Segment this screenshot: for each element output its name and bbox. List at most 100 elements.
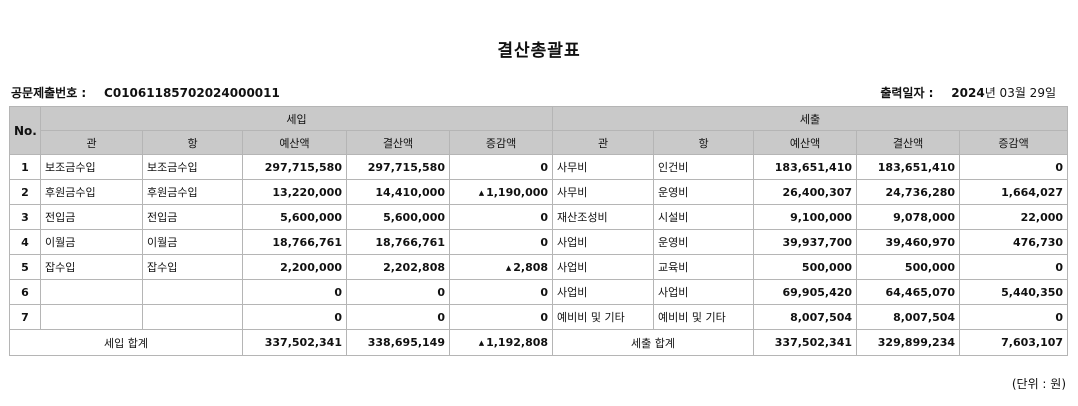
in-settled: 0 xyxy=(346,279,450,305)
expense-total-budget: 337,502,341 xyxy=(753,329,858,356)
in-diff-value: 0 xyxy=(540,160,549,174)
in-budget: 297,715,580 xyxy=(242,154,347,180)
income-total-diff: ▲ 1,192,808 xyxy=(448,329,554,356)
header-expense: 세출 xyxy=(552,106,1069,131)
ex-hang: 예비비 및 기타 xyxy=(653,304,755,330)
table-row: 2 후원금수입 후원금수입 13,220,000 14,410,000 ▲ 1,1… xyxy=(9,179,1069,205)
row-no: 6 xyxy=(9,279,41,305)
print-date-year: 2024 xyxy=(951,86,985,100)
in-settled: 14,410,000 xyxy=(346,179,450,205)
ex-budget: 9,100,000 xyxy=(753,204,858,230)
print-date-rest: 년 03월 29일 xyxy=(984,86,1056,100)
in-gwan: 이월금 xyxy=(40,229,143,255)
ex-gwan: 예비비 및 기타 xyxy=(552,304,655,330)
print-date: 출력일자 : 2024년 03월 29일 xyxy=(880,84,1056,101)
in-hang: 후원금수입 xyxy=(142,179,243,205)
ex-budget: 183,651,410 xyxy=(753,154,858,180)
row-no: 1 xyxy=(9,154,41,180)
income-total-label: 세입 합계 xyxy=(9,329,243,356)
ex-hang: 사업비 xyxy=(653,279,755,305)
header-ex-settled: 결산액 xyxy=(856,130,961,155)
in-budget: 0 xyxy=(242,279,347,305)
table-row: 5 잡수입 잡수입 2,200,000 2,202,808 ▲ 2,808 사업비… xyxy=(9,254,1069,280)
in-diff: ▲ 1,190,000 xyxy=(448,179,554,205)
in-budget: 0 xyxy=(242,304,347,330)
header-ex-gwan: 관 xyxy=(552,130,655,155)
ex-settled: 183,651,410 xyxy=(856,154,961,180)
ex-budget: 39,937,700 xyxy=(753,229,858,255)
ex-budget: 69,905,420 xyxy=(753,279,858,305)
in-settled: 297,715,580 xyxy=(346,154,450,180)
in-gwan xyxy=(40,304,143,330)
totals-row: 세입 합계 337,502,341 338,695,149 ▲ 1,192,808… xyxy=(9,329,1069,356)
ex-diff: 0 xyxy=(959,254,1069,280)
in-budget: 13,220,000 xyxy=(242,179,347,205)
ex-budget: 500,000 xyxy=(753,254,858,280)
ex-hang: 운영비 xyxy=(653,179,755,205)
header-in-gwan: 관 xyxy=(40,130,143,155)
expense-total-settled: 329,899,234 xyxy=(856,329,961,356)
in-gwan xyxy=(40,279,143,305)
ex-hang: 교육비 xyxy=(653,254,755,280)
header-ex-budget: 예산액 xyxy=(753,130,858,155)
ex-diff: 5,440,350 xyxy=(959,279,1069,305)
ex-hang: 운영비 xyxy=(653,229,755,255)
income-total-diff-value: 1,192,808 xyxy=(486,336,549,349)
doc-number-value: C01061185702024000011 xyxy=(104,86,280,100)
ex-gwan: 사무비 xyxy=(552,154,655,180)
expense-total-label: 세출 합계 xyxy=(552,329,755,356)
header-in-diff: 증감액 xyxy=(448,130,554,155)
in-hang: 보조금수입 xyxy=(142,154,243,180)
doc-number: 공문제출번호 : C01061185702024000011 xyxy=(11,84,280,101)
in-diff: 0 xyxy=(448,304,554,330)
table-row: 1 보조금수입 보조금수입 297,715,580 297,715,580 0 … xyxy=(9,154,1069,180)
ex-gwan: 사무비 xyxy=(552,179,655,205)
in-hang: 이월금 xyxy=(142,229,243,255)
unit-note: (단위 : 원) xyxy=(1011,377,1066,391)
in-gwan: 전입금 xyxy=(40,204,143,230)
in-diff: 0 xyxy=(448,154,554,180)
row-no: 4 xyxy=(9,229,41,255)
header-in-settled: 결산액 xyxy=(346,130,450,155)
in-settled: 0 xyxy=(346,304,450,330)
in-settled: 5,600,000 xyxy=(346,204,450,230)
header-ex-diff: 증감액 xyxy=(959,130,1069,155)
doc-number-label: 공문제출번호 : xyxy=(11,86,87,100)
row-no: 3 xyxy=(9,204,41,230)
ex-settled: 24,736,280 xyxy=(856,179,961,205)
in-diff-value: 2,808 xyxy=(513,260,549,274)
table-row: 3 전입금 전입금 5,600,000 5,600,000 0 재산조성비 시설… xyxy=(9,204,1069,230)
ex-gwan: 재산조성비 xyxy=(552,204,655,230)
in-diff-value: 0 xyxy=(540,210,549,224)
income-total-budget: 337,502,341 xyxy=(242,329,347,356)
header-no: No. xyxy=(9,106,41,155)
header-in-budget: 예산액 xyxy=(242,130,347,155)
in-diff-value: 0 xyxy=(540,285,549,299)
ex-settled: 39,460,970 xyxy=(856,229,961,255)
table-row: 7 0 0 0 예비비 및 기타 예비비 및 기타 8,007,504 8,00… xyxy=(9,304,1069,330)
ex-budget: 26,400,307 xyxy=(753,179,858,205)
ex-gwan: 사업비 xyxy=(552,279,655,305)
ex-diff: 0 xyxy=(959,154,1069,180)
table-row: 4 이월금 이월금 18,766,761 18,766,761 0 사업비 운영… xyxy=(9,229,1069,255)
row-no: 2 xyxy=(9,179,41,205)
in-gwan: 잡수입 xyxy=(40,254,143,280)
ex-settled: 64,465,070 xyxy=(856,279,961,305)
in-hang: 잡수입 xyxy=(142,254,243,280)
row-no: 7 xyxy=(9,304,41,330)
income-total-settled: 338,695,149 xyxy=(346,329,450,356)
in-settled: 2,202,808 xyxy=(346,254,450,280)
in-gwan: 보조금수입 xyxy=(40,154,143,180)
in-settled: 18,766,761 xyxy=(346,229,450,255)
expense-total-diff: 7,603,107 xyxy=(959,329,1069,356)
in-budget: 2,200,000 xyxy=(242,254,347,280)
in-budget: 5,600,000 xyxy=(242,204,347,230)
ex-diff: 22,000 xyxy=(959,204,1069,230)
ex-settled: 8,007,504 xyxy=(856,304,961,330)
increase-icon: ▲ xyxy=(505,263,512,272)
in-diff: 0 xyxy=(448,279,554,305)
in-diff-value: 0 xyxy=(540,235,549,249)
ex-diff: 476,730 xyxy=(959,229,1069,255)
ex-gwan: 사업비 xyxy=(552,254,655,280)
in-hang xyxy=(142,279,243,305)
